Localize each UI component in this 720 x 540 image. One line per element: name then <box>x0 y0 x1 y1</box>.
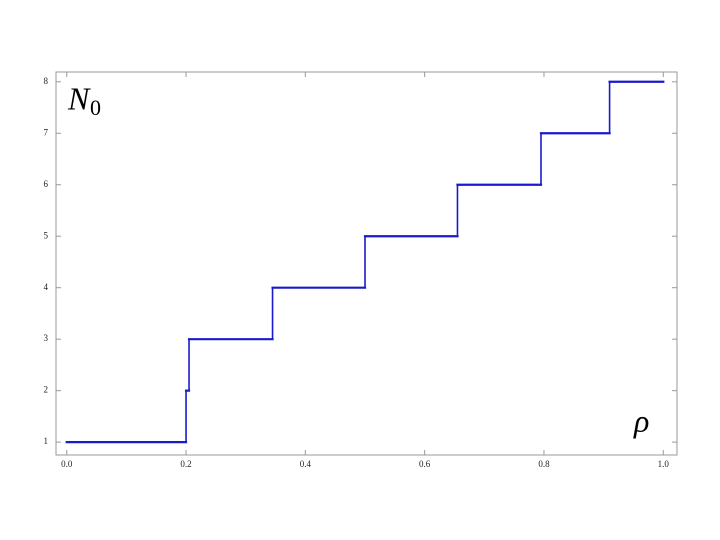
y-tick-label: 4 <box>44 282 49 292</box>
x-tick-label: 0.0 <box>61 459 73 469</box>
y-axis-label-subscript: 0 <box>90 95 101 120</box>
x-tick-label: 1.0 <box>658 459 670 469</box>
x-tick-label: 0.2 <box>180 459 191 469</box>
plot-frame <box>55 71 678 456</box>
y-tick-label: 8 <box>44 76 49 86</box>
x-tick-label: 0.6 <box>419 459 431 469</box>
x-tick-label: 0.4 <box>300 459 312 469</box>
y-axis-label: N <box>67 80 91 116</box>
x-axis-label: ρ <box>633 402 649 438</box>
y-tick-label: 7 <box>44 127 49 137</box>
y-tick-label: 6 <box>44 179 49 189</box>
x-tick-label: 0.8 <box>538 459 550 469</box>
y-tick-label: 1 <box>44 436 49 446</box>
y-tick-label: 2 <box>44 385 49 395</box>
y-tick-label: 5 <box>44 230 49 240</box>
y-tick-label: 3 <box>44 333 49 343</box>
